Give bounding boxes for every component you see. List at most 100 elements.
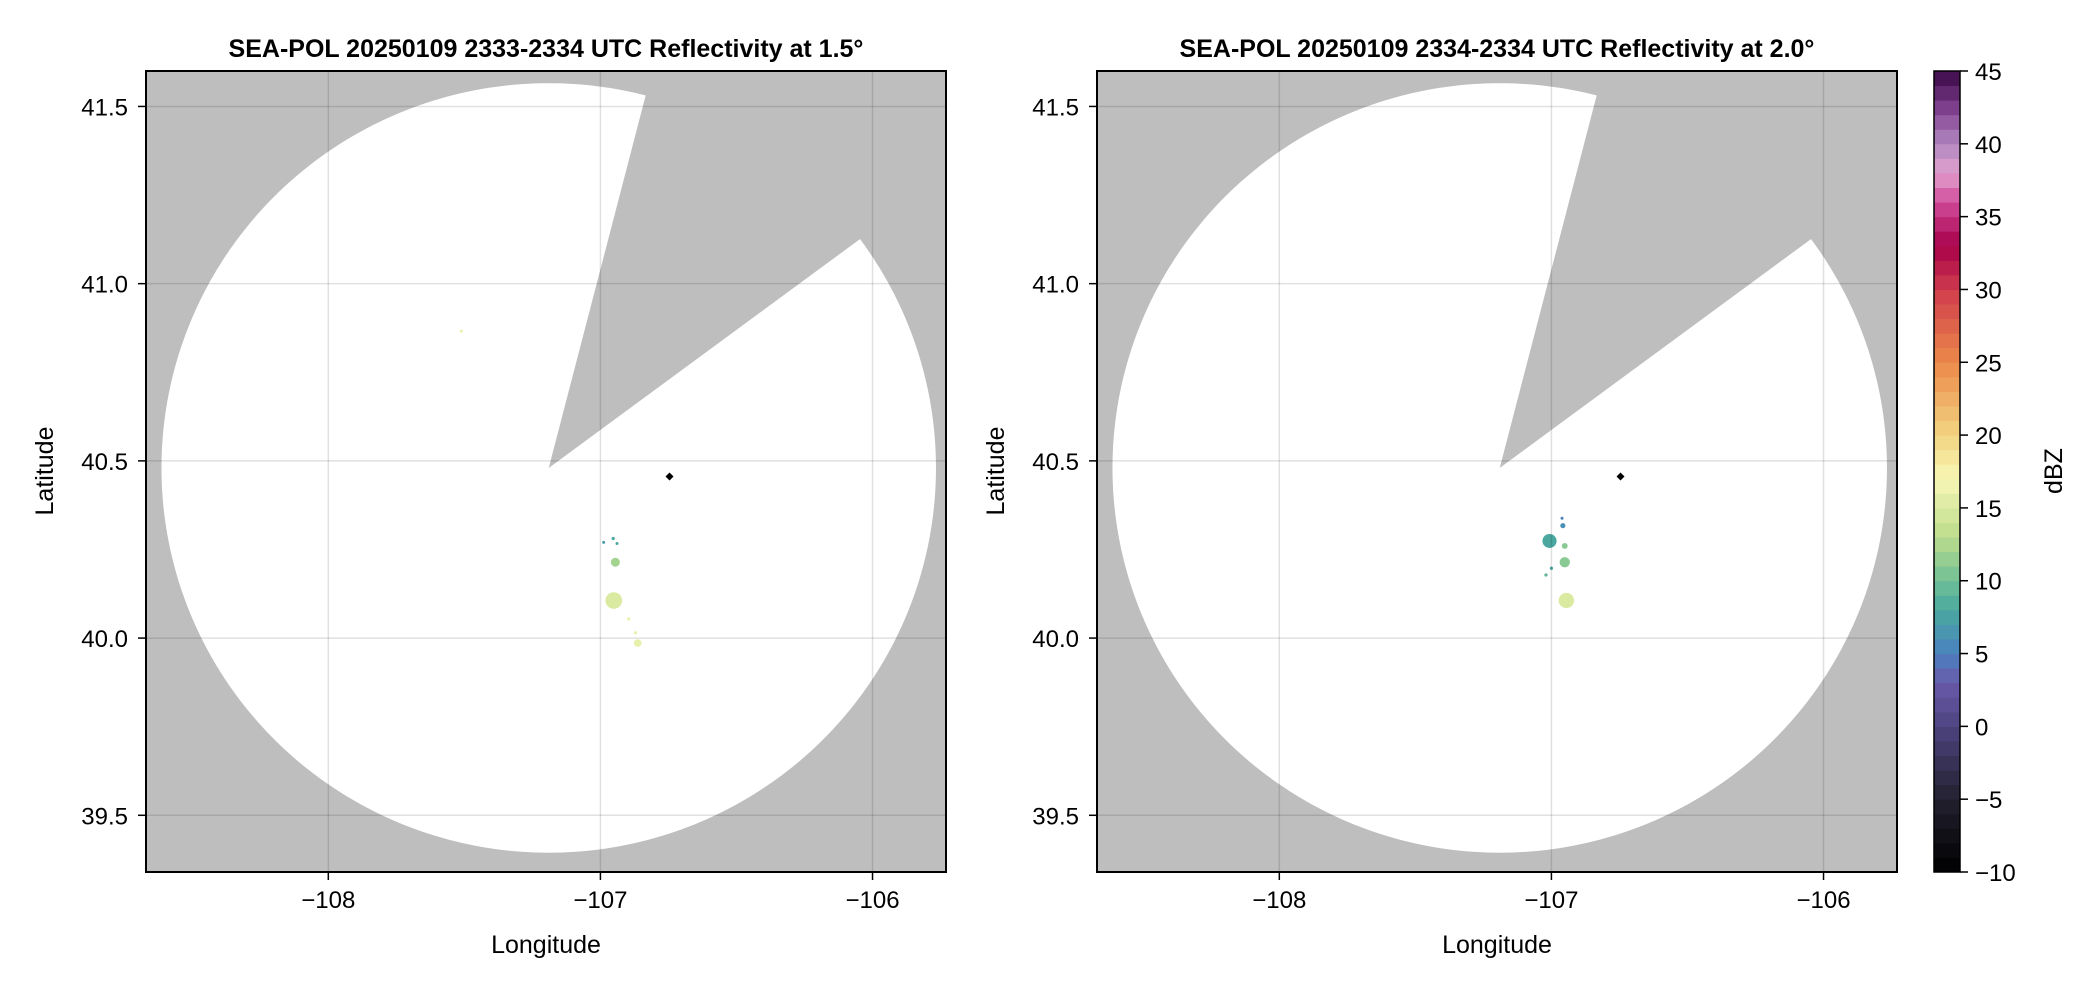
colorbar-tick-label: 5 [1975, 642, 1988, 669]
reflectivity-echo [1560, 516, 1564, 520]
colorbar-segment [1934, 71, 1960, 87]
reflectivity-echo [610, 557, 620, 567]
colorbar-segment [1934, 100, 1960, 116]
colorbar-segment [1934, 638, 1960, 655]
colorbar-tick-label: 10 [1975, 569, 2002, 596]
colorbar-segment [1934, 726, 1960, 742]
colorbar-tick-label: 0 [1975, 714, 1988, 741]
colorbar-segment [1934, 245, 1960, 261]
blocked-sector [548, 71, 946, 468]
x-tick-label: −107 [1524, 887, 1578, 914]
colorbar-segment [1934, 231, 1960, 247]
plot-area [1097, 71, 1897, 872]
colorbar-segment [1934, 755, 1960, 771]
colorbar-tick-label: 25 [1975, 350, 2002, 377]
colorbar-segment [1934, 711, 1960, 727]
colorbar: −10 −5 0 5 10 15 20 25 30 35 40 45 dBZ [1933, 59, 2068, 887]
colorbar-segment [1934, 318, 1960, 334]
colorbar-segment [1934, 842, 1960, 858]
y-tick-label: 40.5 [81, 449, 128, 476]
colorbar-segment [1934, 260, 1960, 276]
colorbar-segment [1934, 522, 1960, 538]
reflectivity-echo [459, 329, 463, 333]
y-tick-label: 41.5 [81, 94, 128, 121]
reflectivity-echo [1561, 543, 1568, 549]
y-axis-label: Latitude [982, 427, 1010, 516]
y-tick-label: 41.0 [1032, 272, 1079, 299]
colorbar-segment [1934, 435, 1960, 451]
x-tick-label: −106 [845, 887, 899, 914]
reflectivity-echo [1549, 566, 1554, 570]
x-tick-label: −106 [1796, 887, 1850, 914]
colorbar-segment [1934, 420, 1960, 436]
reflectivity-echo [605, 592, 623, 609]
colorbar-frame [1933, 70, 1961, 873]
colorbar-segment [1934, 362, 1960, 378]
y-tick-label: 41.0 [81, 272, 128, 299]
y-tick-label: 40.0 [81, 626, 128, 653]
plot-frame [145, 70, 947, 873]
colorbar-segment [1934, 609, 1960, 625]
colorbar-tick-label: 20 [1975, 423, 2002, 450]
chart-title: SEA-POL 20250109 2333-2334 UTC Reflectiv… [229, 35, 864, 63]
y-tick-label: 41.5 [1032, 94, 1079, 121]
x-tick-label: −107 [573, 887, 627, 914]
colorbar-segment [1934, 405, 1960, 422]
colorbar-segment [1934, 493, 1960, 509]
colorbar-segment [1934, 114, 1960, 130]
colorbar-segment [1934, 347, 1960, 363]
reflectivity-echo [633, 639, 642, 647]
radar-panel-1: −108 −107 −106 39.5 40.0 40.5 41.0 41.5 SEA-POL … [31, 35, 947, 959]
plot-frame [1096, 70, 1898, 873]
colorbar-segment [1934, 129, 1960, 145]
plot-area [146, 71, 946, 872]
colorbar-segment [1934, 172, 1960, 189]
y-tick-label: 39.5 [1032, 803, 1079, 830]
colorbar-segment [1934, 85, 1960, 101]
colorbar-segment [1934, 566, 1960, 582]
colorbar-tick-label: 35 [1975, 205, 2002, 232]
radar-panel-2: −108 −107 −106 39.5 40.0 40.5 41.0 41.5 SEA-POL … [982, 35, 1898, 959]
colorbar-segment [1934, 449, 1960, 465]
colorbar-segment [1934, 828, 1960, 844]
reflectivity-echo [633, 631, 638, 635]
colorbar-segment [1934, 580, 1960, 596]
reflectivity-echo [1559, 557, 1570, 568]
x-axis-label: Longitude [491, 931, 601, 959]
reflectivity-echo [627, 617, 631, 621]
colorbar-segment [1934, 668, 1960, 684]
x-tick-label: −108 [301, 887, 355, 914]
colorbar-segment [1934, 799, 1960, 815]
reflectivity-echo [1544, 573, 1548, 577]
colorbar-segment [1934, 143, 1960, 159]
colorbar-segment [1934, 551, 1960, 567]
colorbar-tick-label: 40 [1975, 132, 2002, 159]
colorbar-segment [1934, 784, 1960, 800]
reflectivity-echo [615, 541, 619, 545]
colorbar-segment [1934, 697, 1960, 713]
reflectivity-echo [1558, 592, 1575, 609]
colorbar-segment [1934, 202, 1960, 218]
reflectivity-echo [611, 536, 615, 541]
colorbar-segment [1934, 813, 1960, 829]
colorbar-segment [1934, 857, 1960, 873]
colorbar-segment [1934, 216, 1960, 232]
reflectivity-echo [602, 540, 606, 544]
colorbar-label: dBZ [2040, 448, 2068, 494]
y-tick-label: 39.5 [81, 803, 128, 830]
radar-site-marker [665, 472, 674, 481]
colorbar-tick-label: −5 [1975, 787, 2002, 814]
x-axis-label: Longitude [1442, 931, 1552, 959]
colorbar-segment [1934, 391, 1960, 407]
colorbar-segment [1934, 289, 1960, 305]
colorbar-segment [1934, 770, 1960, 786]
colorbar-segment [1934, 740, 1960, 756]
colorbar-tick-label: 45 [1975, 59, 2002, 86]
colorbar-segment [1934, 304, 1960, 320]
colorbar-segment [1934, 653, 1960, 669]
chart-title: SEA-POL 20250109 2334-2334 UTC Reflectiv… [1180, 35, 1815, 63]
colorbar-tick-label: 30 [1975, 277, 2002, 304]
colorbar-segment [1934, 376, 1960, 392]
y-axis-label: Latitude [31, 427, 59, 516]
